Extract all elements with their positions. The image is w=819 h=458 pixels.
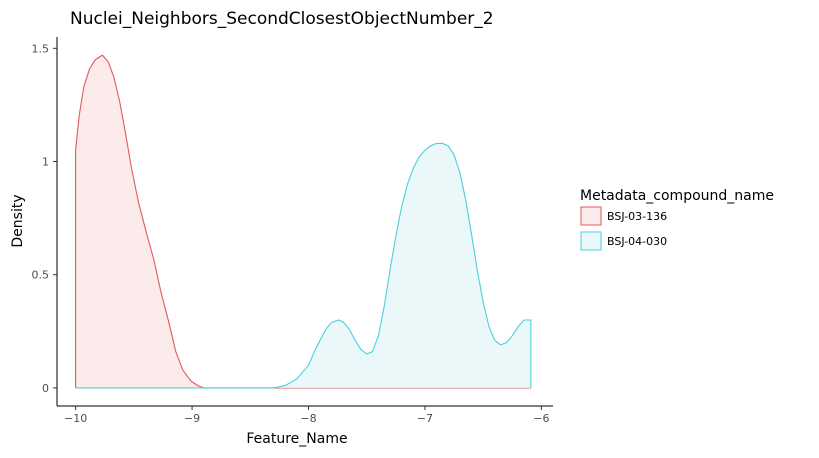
series-area-bsj-04-030 <box>75 143 531 388</box>
plot-area: −10 −9 −8 −7 −6 0 0.5 1 1.5 <box>32 37 553 425</box>
y-tick-label: 0 <box>42 382 49 395</box>
y-tick-label: 1.5 <box>32 42 50 55</box>
legend: Metadata_compound_name BSJ-03-136 BSJ-04-… <box>580 188 774 251</box>
legend-title: Metadata_compound_name <box>580 188 774 204</box>
x-tick-label: −9 <box>184 412 200 425</box>
chart-title: Nuclei_Neighbors_SecondClosestObjectNumb… <box>70 9 494 29</box>
y-tick-label: 0.5 <box>32 269 50 282</box>
x-axis-ticks: −10 −9 −8 −7 −6 <box>64 406 549 425</box>
x-tick-label: −10 <box>64 412 87 425</box>
legend-key-bsj-03-136 <box>580 206 602 226</box>
legend-label: BSJ-04-030 <box>607 235 667 248</box>
x-axis-title: Feature_Name <box>246 431 347 447</box>
legend-label: BSJ-03-136 <box>607 210 667 223</box>
y-axis-title: Density <box>10 194 26 247</box>
y-axis-ticks: 0 0.5 1 1.5 <box>32 42 57 395</box>
series-area-bsj-03-136 <box>75 55 531 388</box>
series-line-bsj-04-030 <box>75 142 532 389</box>
y-tick-label: 1 <box>42 156 49 169</box>
x-tick-label: −7 <box>417 412 433 425</box>
legend-items: BSJ-03-136 BSJ-04-030 <box>580 206 667 251</box>
x-tick-label: −8 <box>300 412 316 425</box>
series-layer <box>75 54 532 389</box>
x-tick-label: −6 <box>533 412 549 425</box>
legend-key-bsj-04-030 <box>580 231 602 251</box>
